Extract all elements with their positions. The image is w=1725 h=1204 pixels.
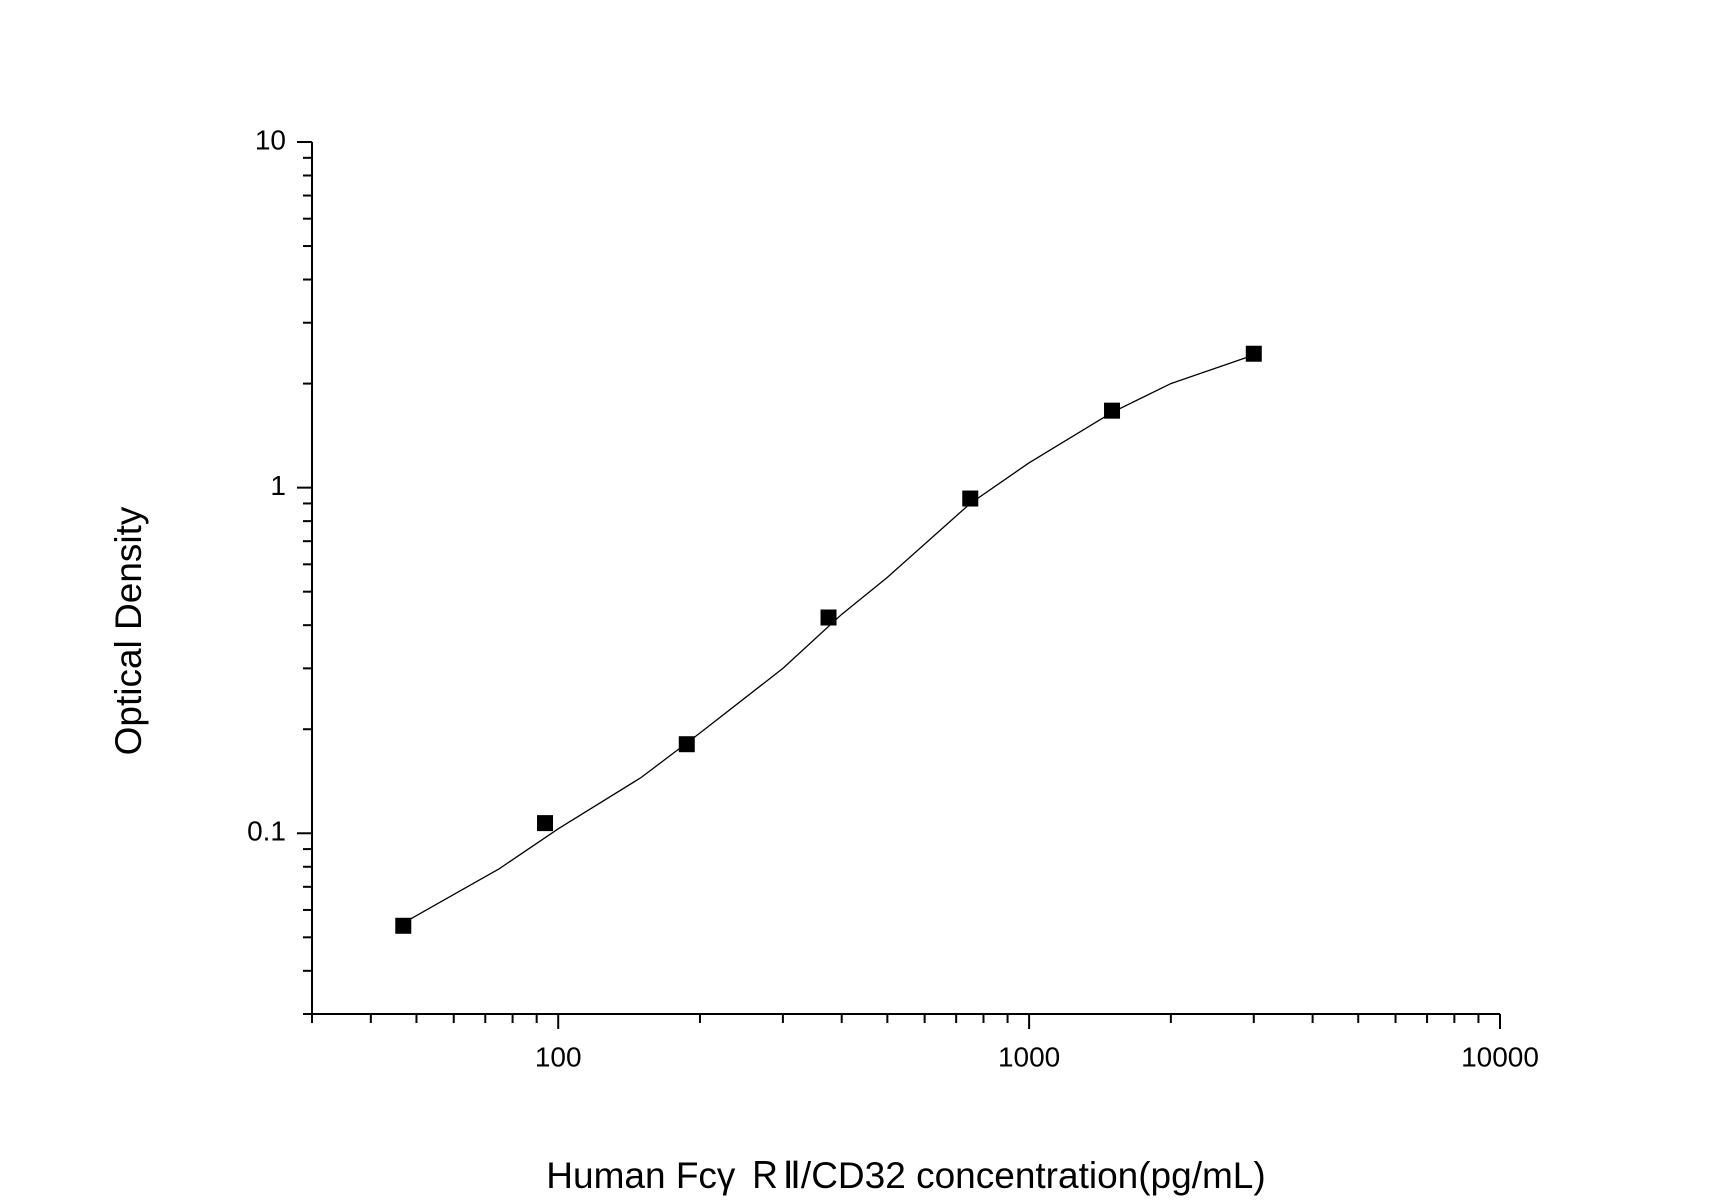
data-point — [1245, 345, 1262, 362]
data-point — [395, 917, 412, 934]
fit-curve — [402, 354, 1254, 924]
y-axis-label: Optical Density — [108, 506, 149, 755]
x-axis-label: Human Fcγ ＲⅡ/CD32 concentration(pg/mL) — [546, 1155, 1265, 1196]
x-tick-label: 10000 — [1461, 1041, 1539, 1072]
x-tick-label: 100 — [535, 1041, 582, 1072]
y-tick-label: 10 — [255, 124, 286, 155]
data-point — [537, 815, 554, 832]
data-point — [820, 609, 837, 626]
y-tick-label: 0.1 — [247, 816, 286, 847]
data-point — [962, 490, 979, 507]
y-tick-label: 1 — [270, 470, 286, 501]
x-tick-label: 1000 — [998, 1041, 1060, 1072]
